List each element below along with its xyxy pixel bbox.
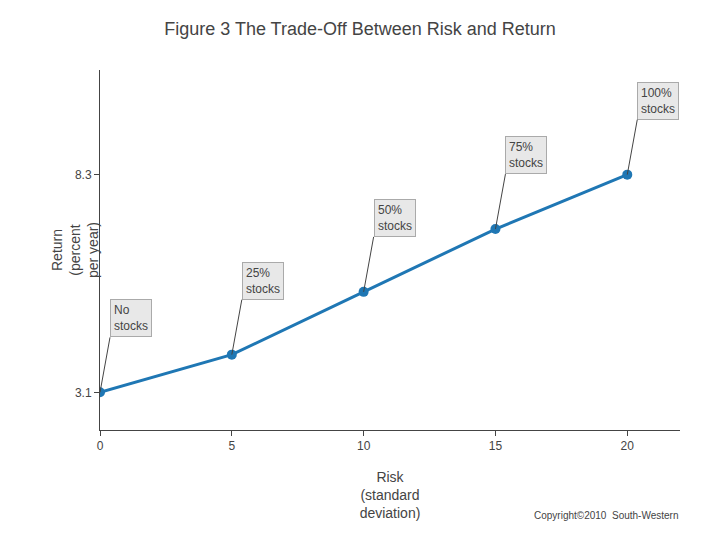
svg-text:5: 5 — [228, 439, 235, 453]
svg-text:Risk(standarddeviation): Risk(standarddeviation) — [360, 469, 421, 521]
svg-text:Figure 3 The Trade-Off Between: Figure 3 The Trade-Off Between Risk and … — [164, 19, 556, 39]
svg-text:25%stocks: 25%stocks — [246, 266, 280, 296]
svg-text:50%stocks: 50%stocks — [378, 203, 412, 233]
svg-text:0: 0 — [97, 439, 104, 453]
svg-text:Return(percentper year): Return(percentper year) — [49, 222, 101, 278]
svg-text:75%stocks: 75%stocks — [509, 140, 543, 170]
svg-text:8.3: 8.3 — [75, 168, 92, 182]
svg-text:100%stocks: 100%stocks — [641, 86, 675, 116]
svg-text:10: 10 — [357, 439, 371, 453]
svg-text:15: 15 — [489, 439, 503, 453]
svg-text:3.1: 3.1 — [75, 386, 92, 400]
svg-text:Nostocks: Nostocks — [114, 303, 148, 333]
svg-text:20: 20 — [621, 439, 635, 453]
svg-text:Copyright©2010 South-Western: Copyright©2010 South-Western — [534, 510, 678, 521]
